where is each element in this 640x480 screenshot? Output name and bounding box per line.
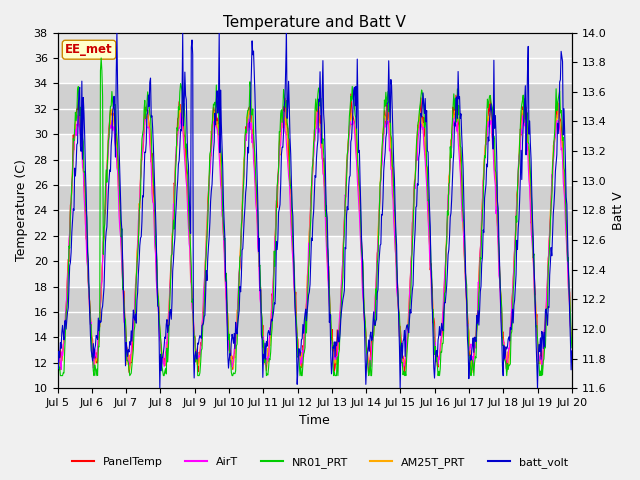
X-axis label: Time: Time xyxy=(300,414,330,427)
Bar xyxy=(58,337,572,388)
Bar xyxy=(58,33,572,84)
Bar xyxy=(58,185,572,236)
Bar xyxy=(58,287,572,337)
Bar xyxy=(58,134,572,185)
Bar xyxy=(58,84,572,134)
Legend: PanelTemp, AirT, NR01_PRT, AM25T_PRT, batt_volt: PanelTemp, AirT, NR01_PRT, AM25T_PRT, ba… xyxy=(68,452,572,472)
Bar xyxy=(58,236,572,287)
Y-axis label: Temperature (C): Temperature (C) xyxy=(15,159,28,262)
Text: EE_met: EE_met xyxy=(65,43,113,56)
Title: Temperature and Batt V: Temperature and Batt V xyxy=(223,15,406,30)
Y-axis label: Batt V: Batt V xyxy=(612,191,625,230)
